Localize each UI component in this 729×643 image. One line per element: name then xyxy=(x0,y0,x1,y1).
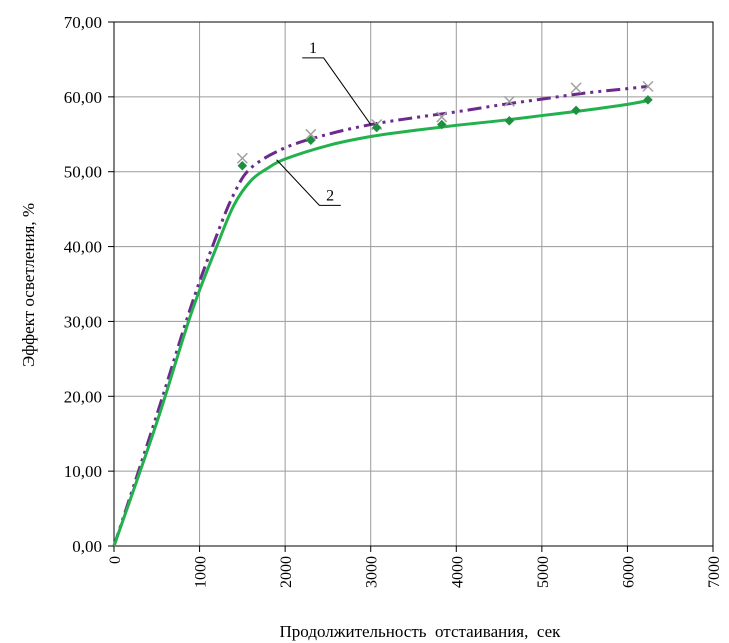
data-point-series-2 xyxy=(305,135,316,146)
x-axis-title: Продолжительность отстаивания, сек xyxy=(280,622,562,641)
callout-label-2: 2 xyxy=(326,187,334,204)
y-tick-label: 30,00 xyxy=(64,312,102,331)
y-tick-label: 50,00 xyxy=(64,163,102,182)
x-tick-label: 2000 xyxy=(278,556,295,588)
data-point-series-1 xyxy=(503,95,515,107)
y-tick-label: 20,00 xyxy=(64,387,102,406)
plot-frame xyxy=(113,21,714,547)
data-point-series-2 xyxy=(436,119,447,130)
x-tick-label: 3000 xyxy=(364,556,381,588)
y-tick-label: 10,00 xyxy=(64,462,102,481)
callout-label-1: 1 xyxy=(309,40,317,57)
y-axis-ticks: 0,00 10,00 20,00 30,00 40,00 50,00 60,00 70,00 xyxy=(64,13,114,556)
data-point-series-2 xyxy=(643,94,653,105)
data-point-series-1 xyxy=(236,152,248,164)
data-point-series-1 xyxy=(570,82,582,94)
series-line-1 xyxy=(112,84,649,547)
x-tick-label: 7000 xyxy=(706,556,723,588)
callout-layer: 12 xyxy=(276,40,372,206)
x-tick-label: 5000 xyxy=(535,556,552,588)
marker-layer xyxy=(236,80,654,171)
data-point-series-2 xyxy=(371,122,382,133)
series-layer xyxy=(112,84,649,547)
y-tick-label: 60,00 xyxy=(64,88,102,107)
series-line-2 xyxy=(112,99,649,547)
x-axis-ticks: 0 1000 2000 3000 4000 5000 6000 7000 xyxy=(107,546,723,588)
y-tick-label: 70,00 xyxy=(64,13,102,32)
callout-leader-2 xyxy=(276,159,341,206)
x-tick-label: 4000 xyxy=(449,556,466,588)
y-tick-label: 0,00 xyxy=(72,537,102,556)
grid xyxy=(113,21,714,547)
data-point-series-1 xyxy=(436,111,448,123)
y-axis-title: Эффект осветления, % xyxy=(19,203,38,367)
data-point-series-1 xyxy=(642,80,654,92)
y-tick-label: 40,00 xyxy=(64,238,102,257)
x-tick-label: 1000 xyxy=(193,556,210,588)
data-point-series-2 xyxy=(571,105,581,116)
data-point-series-2 xyxy=(504,115,515,126)
data-point-series-1 xyxy=(305,128,317,140)
x-tick-label: 0 xyxy=(107,556,124,564)
data-point-series-2 xyxy=(237,160,248,171)
callout-leader-1 xyxy=(302,57,372,125)
x-tick-label: 6000 xyxy=(620,556,637,588)
